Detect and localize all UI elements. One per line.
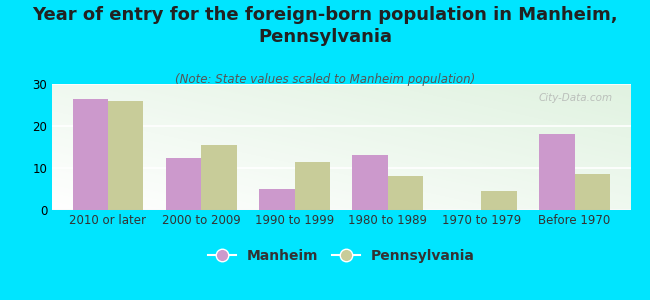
Bar <box>481 191 517 210</box>
Bar <box>294 162 330 210</box>
Bar <box>575 174 610 210</box>
Bar <box>352 155 388 210</box>
Bar <box>166 158 202 210</box>
Bar <box>73 99 108 210</box>
Text: Year of entry for the foreign-born population in Manheim,
Pennsylvania: Year of entry for the foreign-born popul… <box>32 6 617 46</box>
Bar <box>539 134 575 210</box>
Bar <box>202 145 237 210</box>
Bar <box>259 189 294 210</box>
Text: (Note: State values scaled to Manheim population): (Note: State values scaled to Manheim po… <box>175 74 475 86</box>
Bar <box>388 176 423 210</box>
Text: City-Data.com: City-Data.com <box>539 93 613 103</box>
Bar <box>108 101 144 210</box>
Legend: Manheim, Pennsylvania: Manheim, Pennsylvania <box>202 244 480 268</box>
